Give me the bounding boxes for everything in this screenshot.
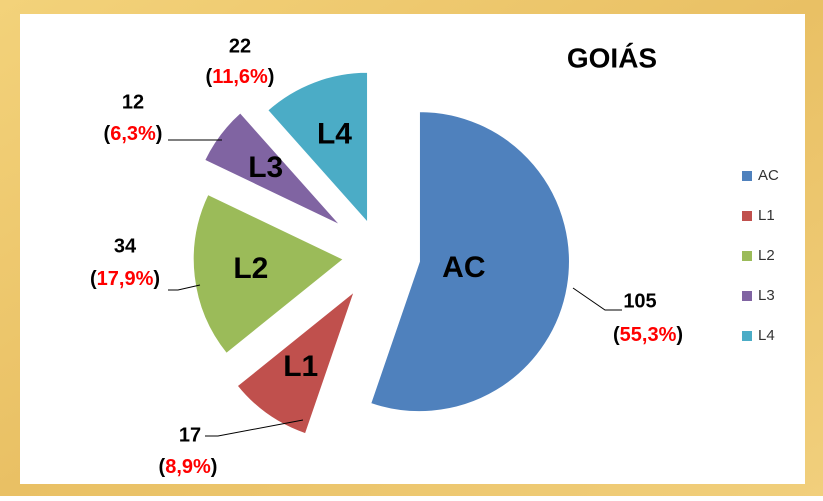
pie-slice [370, 111, 570, 413]
legend-swatch [742, 211, 752, 221]
pie-slice [192, 193, 345, 355]
pie-slice [236, 290, 356, 435]
slice-label: AC [442, 251, 485, 284]
percent-label: (11,6%) [206, 66, 275, 88]
percent-label: (17,9%) [90, 268, 160, 290]
pie-slice [204, 112, 341, 226]
legend-label: AC [758, 167, 779, 184]
pie-slice [267, 71, 369, 224]
percent-label: (6,3%) [104, 123, 163, 145]
legend-label: L2 [758, 247, 775, 264]
slice-label: L1 [283, 350, 318, 383]
leader-line [205, 419, 304, 437]
legend-swatch [742, 251, 752, 261]
value-label: 12 [122, 91, 144, 113]
leader-line [572, 287, 622, 311]
value-label: 34 [114, 235, 137, 257]
slice-label: L4 [317, 117, 352, 150]
slice-label: L3 [248, 151, 283, 184]
legend-label: L4 [758, 327, 775, 344]
value-label: 22 [229, 35, 251, 57]
legend-label: L1 [758, 207, 775, 224]
percent-label: (8,9%) [159, 456, 218, 478]
legend-swatch [742, 171, 752, 181]
value-label: 105 [623, 290, 656, 312]
legend-swatch [742, 291, 752, 301]
legend-label: L3 [758, 287, 775, 304]
plot-panel [20, 14, 805, 484]
chart-title: GOIÁS [567, 42, 657, 73]
legend-swatch [742, 331, 752, 341]
slice-label: L2 [233, 252, 268, 285]
leader-line [168, 284, 201, 291]
percent-label: (55,3%) [613, 324, 683, 346]
value-label: 17 [179, 424, 201, 446]
